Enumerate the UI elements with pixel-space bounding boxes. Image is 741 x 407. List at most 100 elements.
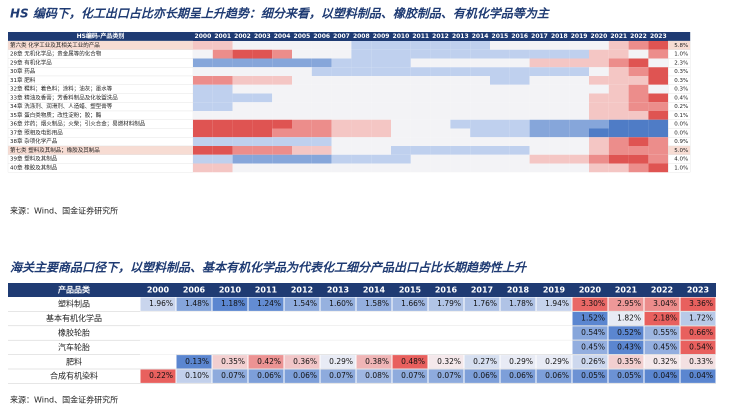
heat-cell	[450, 154, 471, 164]
heat-cell	[648, 146, 669, 155]
heat-cell	[232, 137, 253, 146]
empty-cell	[356, 340, 392, 355]
row-value: 0.1%	[674, 113, 688, 119]
heat-cell	[371, 84, 391, 94]
header-cell: 2023	[687, 286, 709, 295]
bottom-source: 来源：Wind、国金证券研究所	[10, 395, 118, 405]
cell-bg	[248, 297, 284, 311]
heat-cell	[490, 67, 510, 76]
header-cell: 2016	[435, 286, 458, 295]
heat-cell	[292, 49, 312, 59]
cell-bg	[680, 297, 716, 311]
empty-cell	[212, 325, 248, 341]
heat-cell	[351, 111, 372, 120]
heat-cell	[331, 128, 352, 138]
row-value: 2.3%	[674, 60, 688, 66]
heat-cell	[212, 67, 233, 76]
heat-cell	[470, 102, 490, 111]
heat-cell	[648, 137, 669, 146]
empty-cell	[464, 340, 500, 355]
cell-bg	[140, 297, 176, 311]
heat-cell	[509, 76, 530, 85]
heat-cell	[589, 128, 609, 138]
header-cell: 2000	[147, 286, 170, 295]
heat-cell	[430, 84, 451, 94]
row-value: 4.0%	[674, 157, 688, 163]
row-label: 40章 橡胶及其制品	[10, 163, 58, 171]
cell-value: 3.04%	[653, 299, 677, 308]
cell-bg	[572, 369, 608, 383]
cell-value: 0.29%	[329, 357, 353, 366]
heat-cell	[371, 93, 391, 103]
empty-cell	[284, 340, 320, 355]
cell-bg	[212, 369, 248, 383]
empty-cell	[176, 311, 212, 326]
cell-bg	[428, 297, 464, 311]
header-bg	[8, 283, 716, 297]
heat-cell	[212, 111, 233, 120]
header-cell: 2014	[472, 33, 489, 40]
heat-cell	[490, 84, 510, 94]
heat-cell	[589, 84, 609, 94]
header-cell: 2001	[214, 33, 231, 40]
heat-cell	[569, 49, 589, 59]
heat-cell	[608, 102, 629, 111]
cell-bg	[572, 297, 608, 311]
heat-cell	[648, 76, 669, 85]
row-value: 0.0%	[674, 122, 688, 128]
cell-value: 1.48%	[185, 299, 209, 308]
heat-cell	[212, 84, 233, 94]
heat-cell	[410, 49, 431, 59]
heat-cell	[589, 67, 609, 76]
heat-cell	[470, 58, 490, 68]
heat-cell	[430, 128, 451, 138]
heat-cell	[371, 41, 391, 50]
heat-cell	[331, 84, 352, 94]
empty-cell	[464, 311, 500, 326]
header-cell: 2006	[183, 286, 206, 295]
heat-cell	[212, 102, 233, 111]
header-cell: 2018	[507, 286, 530, 295]
header-cell: 2022	[630, 33, 647, 40]
heat-cell	[430, 119, 451, 129]
heat-cell	[331, 146, 352, 155]
heat-cell	[608, 128, 629, 138]
cell-bg	[356, 297, 392, 311]
heat-cell	[391, 111, 411, 120]
cell-bg	[176, 369, 212, 383]
heat-cell	[311, 146, 332, 155]
heat-cell	[628, 41, 649, 50]
heat-cell	[608, 49, 629, 59]
row-label: 塑料制品	[58, 299, 90, 309]
heat-cell	[252, 84, 273, 94]
row-label: 37章 照相及电影用品	[10, 128, 63, 136]
header-cell: 2009	[373, 33, 390, 40]
top-source: 来源：Wind、国金证券研究所	[10, 206, 118, 216]
heat-cell	[430, 93, 451, 103]
heat-cell	[292, 111, 312, 120]
heat-cell	[351, 58, 372, 68]
empty-cell	[176, 325, 212, 341]
empty-cell	[248, 340, 284, 355]
cell-bg	[248, 369, 284, 383]
heat-cell	[331, 58, 352, 68]
heat-cell	[589, 41, 609, 50]
heat-cell	[272, 58, 292, 68]
heat-cell	[589, 58, 609, 68]
heat-cell	[490, 163, 510, 173]
heat-cell	[608, 84, 629, 94]
heat-cell	[569, 119, 589, 129]
heat-cell	[292, 76, 312, 85]
heat-cell	[529, 84, 550, 94]
heat-cell	[648, 41, 669, 50]
heat-cell	[212, 58, 233, 68]
header-cell: 2000	[195, 33, 212, 40]
header-cell: 2010	[393, 33, 410, 40]
heat-cell	[430, 67, 451, 76]
header-cell: 2019	[543, 286, 566, 295]
heat-cell	[292, 102, 312, 111]
header-cell: 2007	[333, 33, 350, 40]
heat-cell	[450, 41, 471, 50]
heat-cell	[292, 93, 312, 103]
heat-cell	[232, 163, 253, 173]
